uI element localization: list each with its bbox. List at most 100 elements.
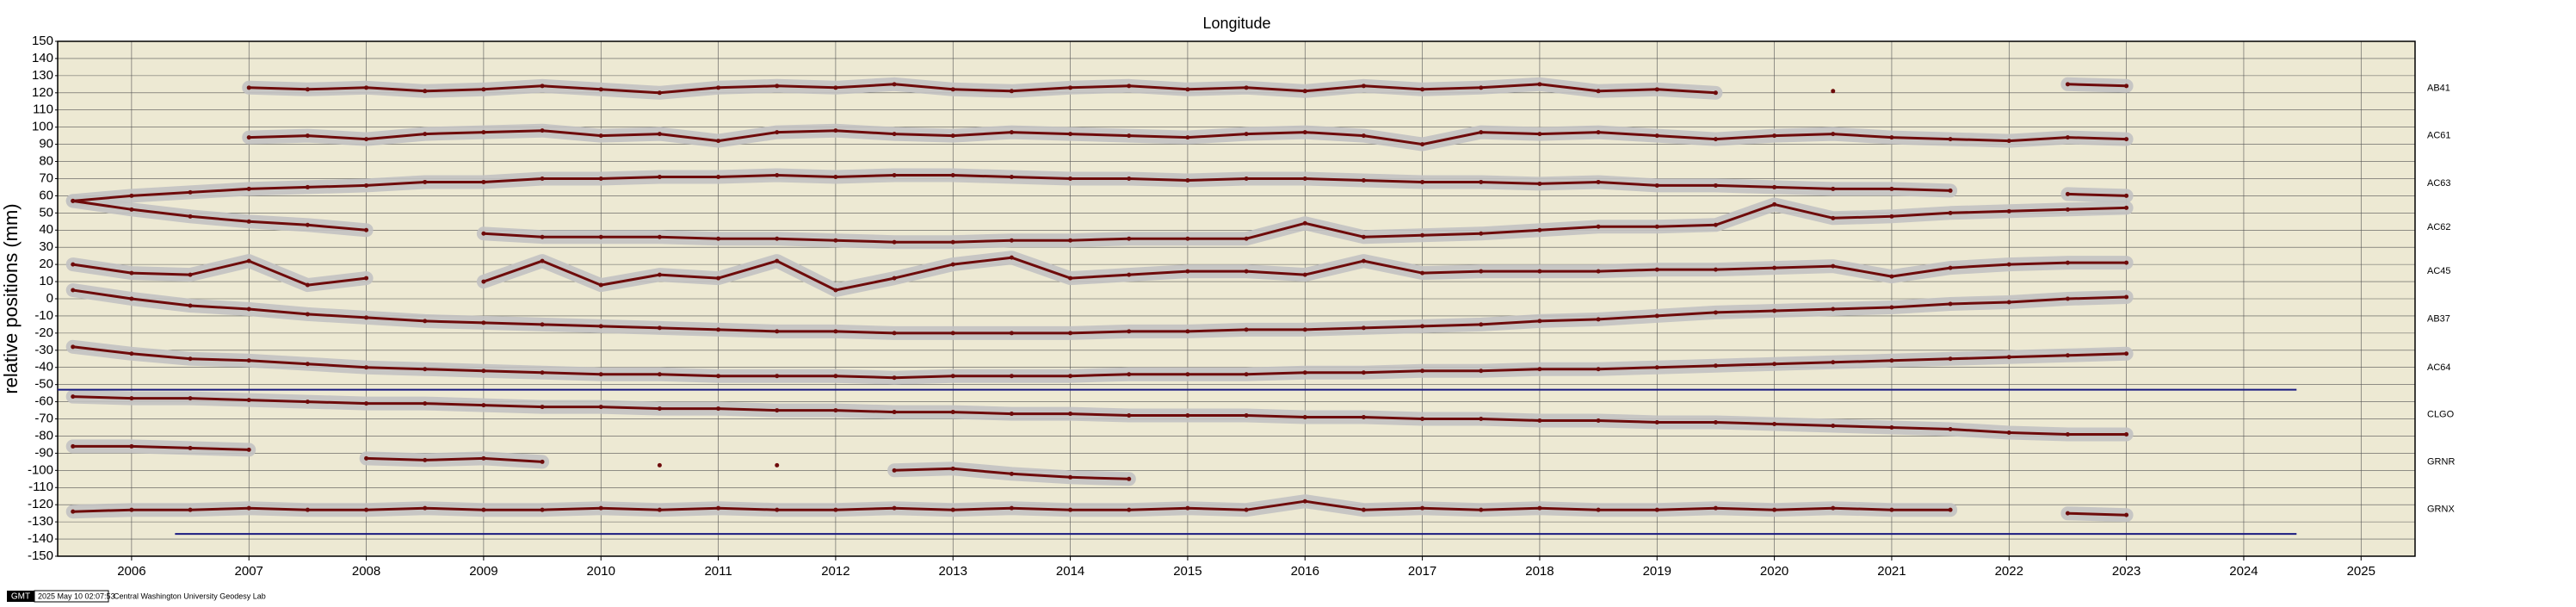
data-point: [775, 84, 780, 89]
data-point: [305, 362, 310, 367]
data-point: [892, 172, 897, 177]
data-point: [423, 319, 428, 324]
x-tick-label: 2018: [1525, 564, 1554, 579]
data-point: [188, 189, 193, 195]
data-point: [1831, 215, 1836, 220]
data-point: [657, 372, 662, 377]
data-point: [1479, 130, 1484, 135]
data-point: [1537, 132, 1542, 137]
station-label: AC61: [2427, 130, 2451, 140]
data-point: [1713, 90, 1718, 96]
data-point: [481, 403, 486, 408]
data-point: [1654, 507, 1659, 512]
data-point: [598, 176, 603, 181]
data-point: [1713, 183, 1718, 188]
y-axis-label: relative positions (mm): [0, 203, 22, 393]
data-point: [1713, 222, 1718, 227]
x-tick-label: 2022: [1995, 564, 2023, 579]
data-point: [1948, 137, 1953, 142]
data-point: [188, 303, 193, 308]
data-point: [129, 351, 134, 356]
data-point: [598, 505, 603, 511]
data-point: [1420, 324, 1425, 329]
data-point: [71, 509, 76, 514]
y-tick-label: -40: [34, 360, 53, 375]
footer-badge-box: [7, 591, 34, 602]
x-tick-label: 2021: [1877, 564, 1906, 579]
data-point: [246, 398, 251, 403]
data-point: [1185, 269, 1190, 274]
y-tick-label: -30: [34, 343, 53, 357]
data-point: [364, 507, 369, 512]
data-point: [540, 176, 545, 181]
station-label: AC62: [2427, 222, 2451, 232]
data-point: [950, 133, 955, 139]
data-point: [833, 507, 838, 512]
data-point: [71, 344, 76, 350]
data-point: [129, 443, 134, 449]
data-point: [892, 468, 897, 473]
data-point: [1302, 89, 1307, 94]
data-point: [1713, 137, 1718, 142]
y-tick-label: -150: [28, 548, 53, 563]
data-point: [892, 375, 897, 381]
data-point: [2124, 260, 2129, 265]
data-point: [1244, 132, 1249, 137]
data-point: [1185, 505, 1190, 511]
data-point: [1654, 183, 1659, 188]
data-point: [1596, 418, 1601, 424]
data-point: [364, 365, 369, 370]
data-point: [657, 507, 662, 512]
data-point: [775, 258, 780, 263]
y-tick-label: -50: [34, 377, 53, 392]
data-point: [2124, 205, 2129, 210]
data-point: [71, 288, 76, 293]
data-point: [1537, 82, 1542, 87]
data-point: [129, 193, 134, 198]
x-tick-label: 2015: [1173, 564, 1202, 579]
data-point: [1537, 319, 1542, 324]
series-line: [72, 345, 2127, 380]
data-point: [833, 85, 838, 90]
y-tick-label: 20: [39, 257, 53, 271]
data-point: [950, 507, 955, 512]
data-point: [1479, 269, 1484, 274]
data-point: [950, 331, 955, 336]
y-tick-label: -130: [28, 514, 53, 529]
data-point: [1068, 276, 1073, 281]
data-point: [1713, 505, 1718, 511]
station-label: GRNR: [2427, 456, 2455, 467]
data-point: [1654, 133, 1659, 139]
data-point: [2124, 351, 2129, 356]
data-point: [246, 447, 251, 452]
data-point: [1537, 418, 1542, 424]
data-point: [1831, 186, 1836, 191]
data-point: [1713, 267, 1718, 272]
data-point: [1361, 133, 1366, 139]
data-point: [2065, 511, 2070, 516]
data-point: [1889, 186, 1894, 191]
data-point: [775, 374, 780, 379]
data-point: [1244, 176, 1249, 181]
data-point: [305, 400, 310, 405]
data-point: [1361, 84, 1366, 89]
data-point: [129, 207, 134, 212]
data-point: [188, 272, 193, 277]
data-point: [950, 239, 955, 245]
data-point: [1772, 422, 1777, 427]
data-point: [1420, 369, 1425, 374]
data-point: [246, 85, 251, 90]
data-point: [1713, 310, 1718, 315]
data-point: [129, 296, 134, 301]
data-point: [2006, 300, 2011, 305]
station-label: AB41: [2427, 84, 2450, 94]
data-point: [892, 331, 897, 336]
footer-timestamp: 2025 May 10 02:07:53: [38, 592, 115, 600]
data-point: [1068, 331, 1073, 336]
data-point: [1772, 133, 1777, 139]
data-point: [1654, 420, 1659, 425]
data-point: [188, 396, 193, 401]
data-point: [1831, 360, 1836, 365]
data-point: [716, 276, 721, 281]
data-point: [1596, 367, 1601, 372]
